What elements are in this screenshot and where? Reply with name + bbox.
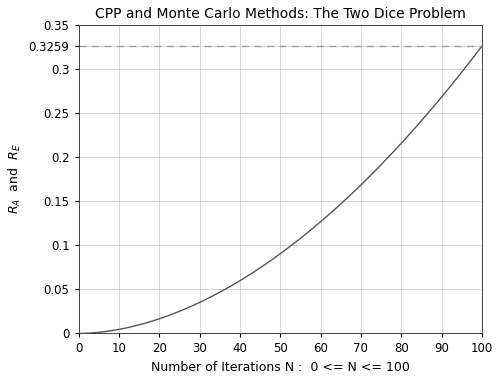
X-axis label: Number of Iterations N :  0 <= N <= 100: Number of Iterations N : 0 <= N <= 100	[151, 361, 409, 374]
Title: CPP and Monte Carlo Methods: The Two Dice Problem: CPP and Monte Carlo Methods: The Two Dic…	[95, 7, 466, 21]
Y-axis label: $R_A$  and  $R_E$: $R_A$ and $R_E$	[7, 144, 23, 215]
